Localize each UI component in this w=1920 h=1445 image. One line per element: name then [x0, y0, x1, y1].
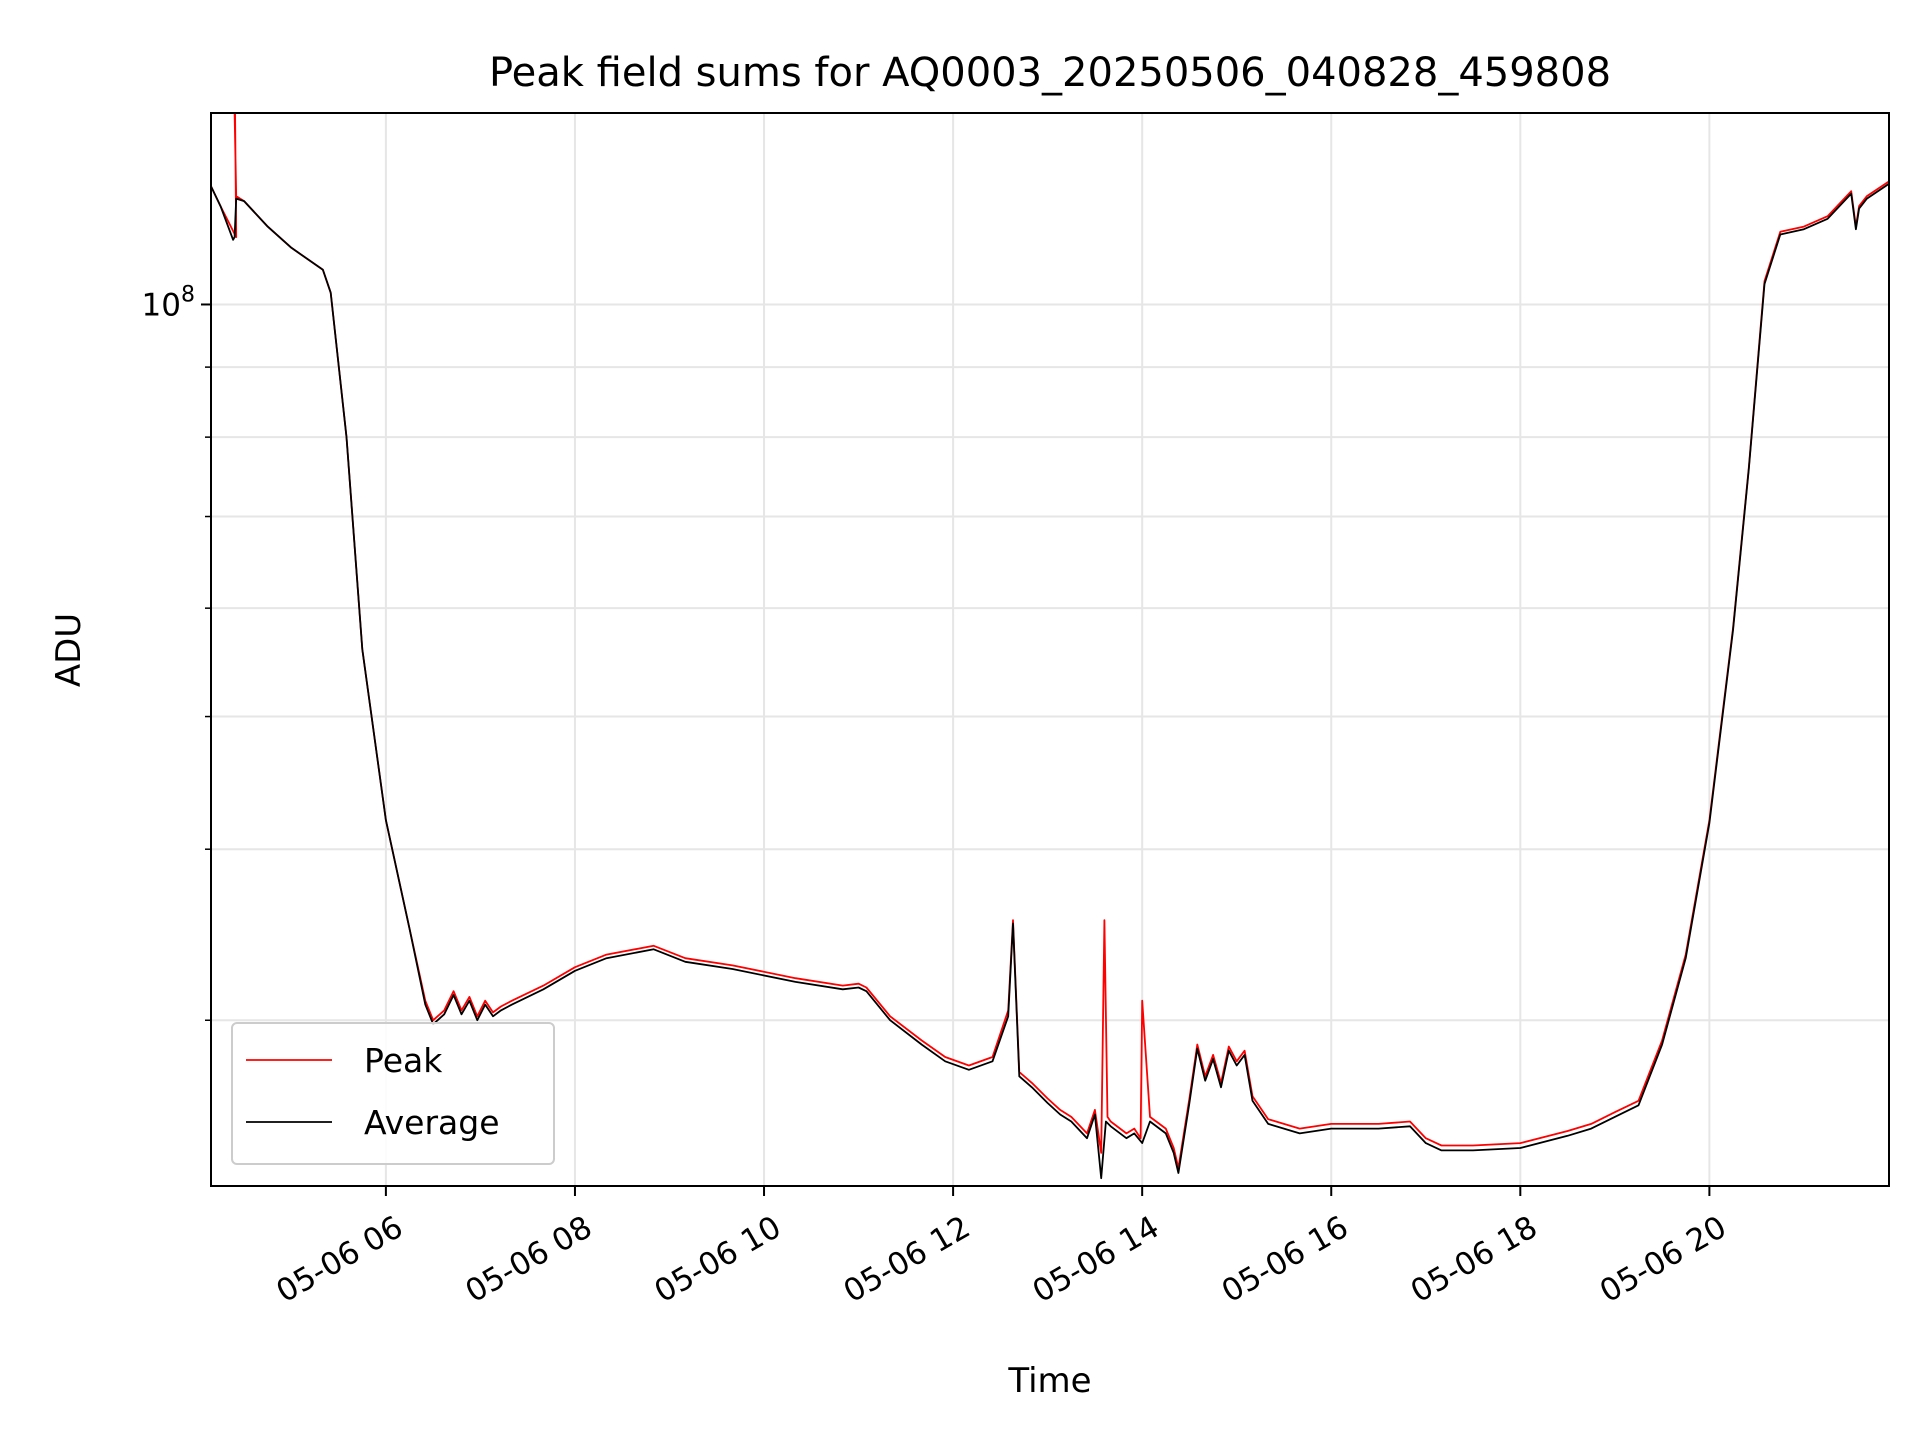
y-axis-ticks: 108	[142, 282, 211, 1021]
legend: Peak Average	[231, 1022, 555, 1165]
series-lines	[211, 113, 1889, 1180]
x-tick-label: 05-06 12	[838, 1209, 977, 1310]
x-tick-label: 05-06 16	[1216, 1209, 1355, 1310]
x-axis-ticks: 05-06 06 05-06 08 05-06 10 05-06 12 05-06 14…	[270, 1186, 1733, 1310]
y-axis-label: ADU	[49, 613, 89, 687]
x-tick-label: 05-06 18	[1405, 1209, 1544, 1310]
series-line-peak	[211, 113, 1889, 1169]
series-line-average	[211, 183, 1889, 1180]
x-tick-label: 05-06 10	[649, 1209, 788, 1310]
x-axis-label: Time	[1007, 1361, 1091, 1401]
grid	[211, 113, 1889, 1186]
plot-frame	[210, 112, 1890, 1187]
y-tick-label: 108	[142, 282, 195, 323]
legend-label-peak: Peak	[364, 1041, 443, 1080]
x-tick-label: 05-06 20	[1594, 1209, 1733, 1310]
x-tick-label: 05-06 14	[1027, 1209, 1166, 1310]
chart-title: Peak field sums for AQ0003_20250506_0408…	[489, 50, 1611, 96]
x-tick-label: 05-06 06	[270, 1209, 409, 1310]
legend-label-average: Average	[364, 1103, 500, 1142]
x-tick-label: 05-06 08	[459, 1209, 598, 1310]
legend-box	[231, 1022, 555, 1165]
